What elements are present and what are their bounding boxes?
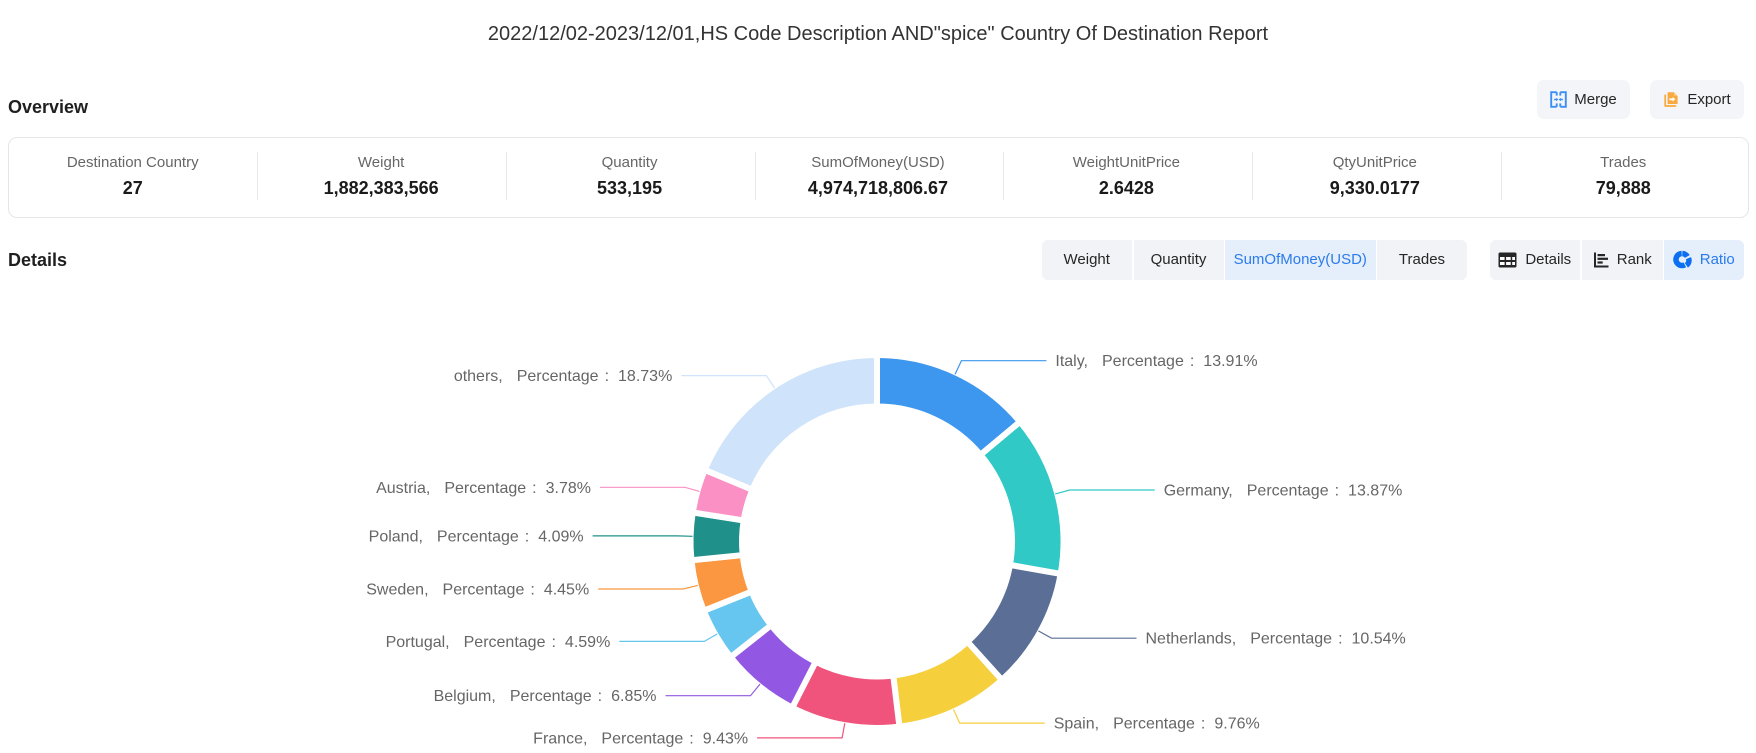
svg-text:Spain,Percentage:9.76%: Spain, Percentage:9.76% — [1054, 716, 1260, 733]
svg-text:Poland,Percentage:4.09%: Poland, Percentage:4.09% — [369, 528, 584, 545]
svg-text:Austria,Percentage:3.78%: Austria, Percentage:3.78% — [376, 480, 591, 497]
svg-text:Belgium,Percentage:6.85%: Belgium, Percentage:6.85% — [434, 688, 657, 705]
svg-text:Portugal,Percentage:4.59%: Portugal, Percentage:4.59% — [386, 634, 611, 651]
svg-text:Netherlands,Percentage:10.54%: Netherlands, Percentage:10.54% — [1146, 631, 1406, 648]
svg-text:Sweden,Percentage:4.45%: Sweden, Percentage:4.45% — [366, 582, 589, 599]
svg-text:Germany,Percentage:13.87%: Germany, Percentage:13.87% — [1164, 483, 1403, 500]
svg-text:Italy,Percentage:13.91%: Italy, Percentage:13.91% — [1055, 353, 1257, 370]
svg-text:France,Percentage:9.43%: France, Percentage:9.43% — [533, 730, 748, 747]
svg-text:others,Percentage:18.73%: others, Percentage:18.73% — [454, 368, 672, 385]
